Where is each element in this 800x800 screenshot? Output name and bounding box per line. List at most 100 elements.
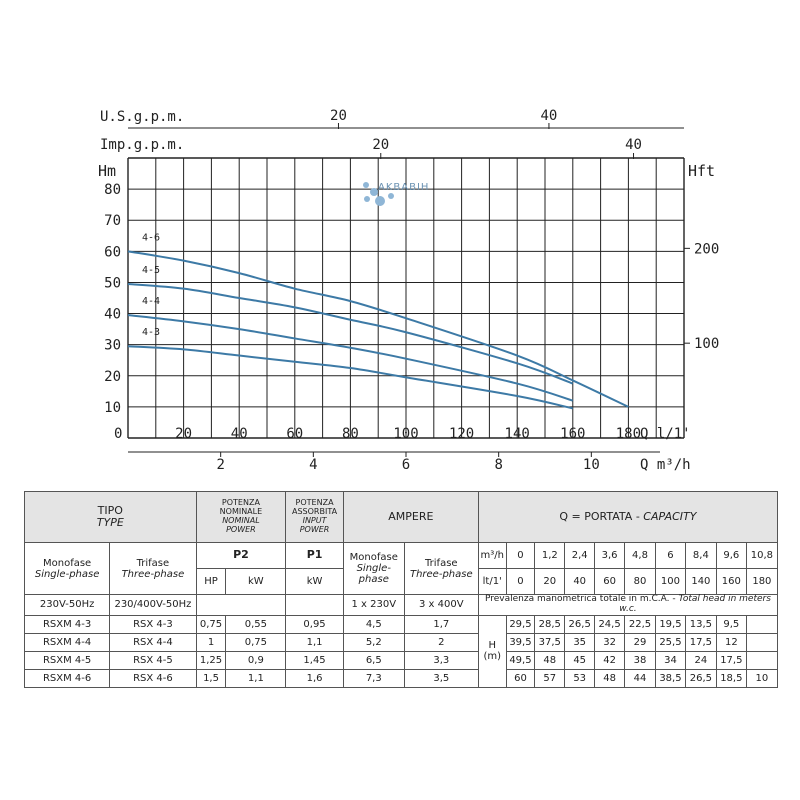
y-tick-label: 20	[104, 369, 121, 385]
x-tick-label: 20	[175, 426, 192, 442]
tipo-header: TIPO TYPE	[24, 491, 197, 543]
lt-value: 80	[624, 568, 656, 595]
head-value: 22,5	[624, 614, 656, 634]
head-value: 44	[624, 668, 656, 688]
ampere-three-phase-label: Three-phase	[409, 568, 473, 580]
x-axis: 0 20 40 60 80 100 120 140 160 180	[114, 426, 641, 442]
amp-mono: 6,5	[342, 650, 405, 670]
x-tick-label: 140	[505, 426, 530, 442]
p2-header: P2	[195, 542, 287, 569]
head-value: 29	[624, 632, 656, 652]
right-axis-label: Hft	[688, 162, 715, 180]
head-value: 28,5	[534, 614, 566, 634]
head-value: 57	[534, 668, 566, 688]
head-label: H (m)	[477, 614, 507, 688]
m3h-value: 6	[655, 542, 686, 569]
ampere-tri-header: Trifase Three-phase	[403, 542, 479, 595]
p1-blank	[285, 594, 344, 616]
secondary-x-tick-label: 6	[402, 457, 410, 473]
y-tick-label: 60	[104, 244, 121, 260]
table-row: RSXM 4-5 RSX 4-5 1,25 0,9 1,45 6,5 3,3 49,5 48 45…	[23, 650, 779, 670]
us-gpm-label: U.S.g.p.m.	[100, 109, 184, 125]
curve-4-5	[127, 283, 574, 385]
y-axis: 10 20 30 40 50 60 70 80	[104, 182, 121, 416]
x-tick-label: 40	[231, 426, 248, 442]
head-value: 17,5	[684, 632, 717, 652]
head-value: 39,5	[505, 632, 536, 652]
top-tick-label: 40	[541, 108, 558, 124]
head-value: 45	[564, 650, 596, 670]
head-value: 13,5	[684, 614, 717, 634]
head-value: 38	[624, 650, 656, 670]
head-value: 19,5	[655, 614, 686, 634]
p1-kw: 1,1	[285, 632, 344, 652]
volt-mono: 1 x 230V	[342, 594, 405, 616]
amp-mono: 5,2	[342, 632, 405, 652]
head-value: 17,5	[715, 650, 747, 670]
ampere-trifase-label: Trifase	[425, 557, 458, 569]
ampere-header: AMPERE	[342, 491, 479, 543]
m3h-value: 10,8	[745, 542, 779, 569]
head-note-en: Total head in meters w.c.	[619, 594, 771, 614]
p1-kw: 0,95	[285, 614, 344, 634]
h-unit: (m)	[483, 651, 501, 663]
lt-value: 100	[655, 568, 686, 595]
h-label: H	[488, 640, 496, 652]
p1-header: P1	[285, 542, 344, 569]
m3h-value: 2,4	[564, 542, 596, 569]
pump-spec-table: TIPO TYPE POTENZA NOMINALE NOMINAL POWER…	[23, 491, 779, 688]
secondary-x-tick-label: 10	[583, 457, 600, 473]
head-value: 53	[564, 668, 596, 688]
lt-value: 20	[534, 568, 566, 595]
top-axis-imp: Imp.g.p.m. 20 40	[100, 137, 642, 159]
curve-label: 4-3	[142, 327, 160, 338]
kw-unit: kW	[225, 568, 287, 595]
model-tri: RSX 4-6	[109, 668, 197, 688]
head-value: 10	[745, 668, 779, 688]
x-tick-label: 60	[286, 426, 303, 442]
x-tick-label: 0	[114, 426, 122, 442]
m3h-value: 1,2	[534, 542, 566, 569]
p2-hp: 1,5	[195, 668, 227, 688]
performance-chart: U.S.g.p.m. 20 40 Imp.g.p.m. 20 40 Hm Hft 1…	[98, 108, 719, 473]
head-value: 9,5	[715, 614, 747, 634]
secondary-x-axis: 2 4 6 8 10 Q m³/h	[128, 451, 691, 473]
p2-blank	[195, 594, 287, 616]
p1-kw: 1,45	[285, 650, 344, 670]
curve-4-3	[127, 345, 574, 410]
x-tick-label: 120	[449, 426, 474, 442]
ampere-monofase-label: Monofase	[349, 552, 398, 563]
head-value: 48	[534, 650, 566, 670]
y-tick-label: 40	[104, 307, 121, 323]
tipo-label: TIPO	[97, 503, 123, 517]
head-value: 49,5	[505, 650, 536, 670]
head-value: 32	[594, 632, 626, 652]
head-value: 18,5	[715, 668, 747, 688]
single-phase-label: Single-phase	[34, 568, 100, 580]
p2-kw: 0,75	[225, 632, 287, 652]
head-value	[745, 650, 779, 670]
curve-4-4	[127, 314, 574, 402]
head-value: 60	[505, 668, 536, 688]
lt-value: 140	[684, 568, 717, 595]
p2-kw: 0,9	[225, 650, 287, 670]
model-tri: RSX 4-3	[109, 614, 197, 634]
capacity-header: Q = PORTATA - CAPACITY	[477, 491, 779, 543]
input-power-it-2: ASSORBITA	[292, 507, 338, 517]
type-label: TYPE	[96, 516, 124, 529]
watermark-logo: AKBABIH	[363, 182, 428, 206]
curve-labels: 4-3 4-4 4-5 4-6	[142, 232, 160, 338]
m3h-value: 3,6	[594, 542, 626, 569]
mono-col-header: Monofase Single-phase	[23, 542, 111, 595]
p1-kw: 1,6	[285, 668, 344, 688]
head-value: 29,5	[505, 614, 536, 634]
input-power-en-1: INPUT	[302, 516, 327, 525]
imp-gpm-label: Imp.g.p.m.	[100, 137, 184, 153]
lt-value: 40	[564, 568, 596, 595]
x-tick-label: 160	[560, 426, 585, 442]
top-axis-us: U.S.g.p.m. 20 40	[100, 108, 684, 129]
m3h-label: m³/h	[477, 542, 507, 569]
chart-grid	[127, 157, 685, 439]
input-power-header: POTENZA ASSORBITA INPUT POWER	[285, 491, 344, 543]
p2-kw: 1,1	[225, 668, 287, 688]
